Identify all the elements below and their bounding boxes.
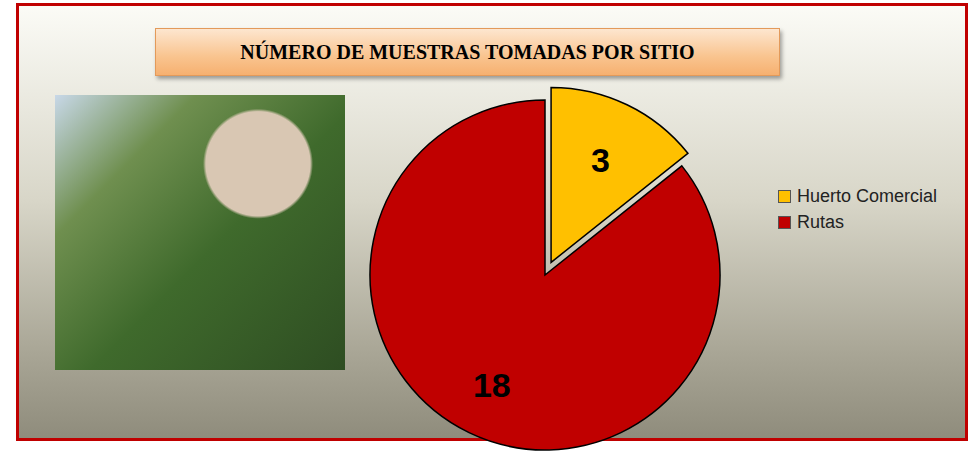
svg-text:3: 3 (591, 141, 610, 179)
html-text:Huerto Comercial: Huerto Comercial (797, 185, 937, 206)
svg-text:18: 18 (473, 366, 511, 404)
html-text:NÚMERO DE MUESTRAS TOMADAS POR: NÚMERO DE MUESTRAS TOMADAS POR SITIO (240, 40, 695, 63)
html-text:Rutas: Rutas (797, 211, 844, 232)
